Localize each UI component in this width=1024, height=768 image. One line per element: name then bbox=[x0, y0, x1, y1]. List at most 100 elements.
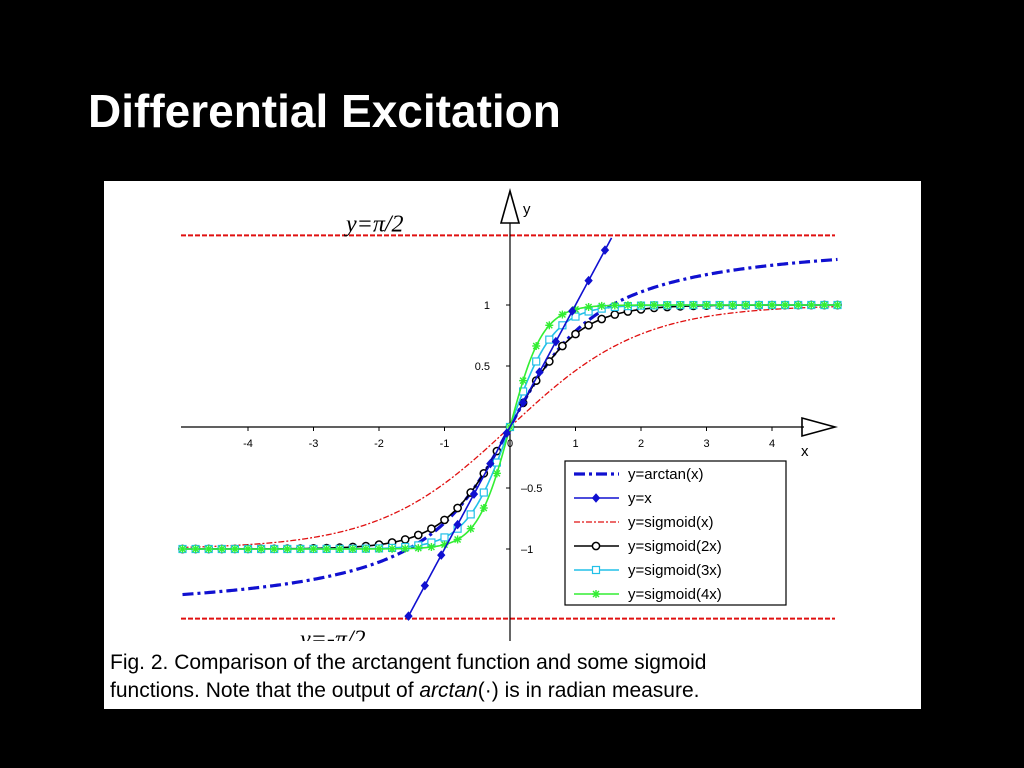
series-1-marker-9 bbox=[551, 336, 561, 347]
series-5-marker-1 bbox=[191, 545, 200, 553]
series-1-marker-12 bbox=[600, 245, 610, 255]
series-1 bbox=[404, 237, 613, 621]
series-5-marker-16 bbox=[388, 544, 397, 553]
legend-label-3: y=sigmoid(2x) bbox=[628, 538, 722, 555]
legend-label-0: y=arctan(x) bbox=[628, 466, 703, 483]
series-1-marker-8 bbox=[535, 367, 544, 377]
series-5-marker-0 bbox=[178, 545, 187, 553]
series-3-marker-30 bbox=[571, 329, 580, 339]
x-tick-label-1: -3 bbox=[309, 438, 319, 450]
legend-entry-3: y=sigmoid(2x) bbox=[574, 538, 722, 555]
x-tick-label-3: -1 bbox=[440, 438, 450, 450]
series-3-marker-21 bbox=[453, 503, 462, 513]
series-5-marker-46 bbox=[781, 301, 790, 310]
figure: y=π/2 y=-π/2 x y -4 -3 -2 -1 0 1 2 3 4 1 0.5 –0.5 –1 y=… bbox=[104, 181, 921, 709]
series-5-marker-47 bbox=[794, 301, 803, 309]
series-5-marker-3 bbox=[217, 545, 226, 553]
series-4-marker-22 bbox=[466, 510, 475, 519]
caption-arctan: arctan bbox=[419, 679, 478, 702]
legend-marker-5 bbox=[592, 590, 600, 598]
series-5-marker-2 bbox=[204, 545, 213, 553]
asymptote-upper-label: y=π/2 bbox=[344, 211, 404, 237]
series-5-marker-41 bbox=[715, 301, 724, 310]
series-5 bbox=[178, 301, 842, 553]
series-5-marker-40 bbox=[702, 301, 711, 310]
series-3-marker-17 bbox=[400, 535, 410, 544]
series-5-marker-33 bbox=[610, 301, 619, 310]
series-5-marker-4 bbox=[230, 545, 239, 553]
x-tick-label-2: -2 bbox=[374, 438, 384, 450]
series-5-marker-22 bbox=[466, 524, 475, 533]
series-5-marker-36 bbox=[650, 301, 659, 310]
series-3-marker-33 bbox=[610, 310, 620, 319]
legend-marker-4 bbox=[591, 565, 601, 575]
series-5-marker-24 bbox=[492, 469, 501, 478]
series-5-marker-9 bbox=[296, 544, 305, 553]
y-tick-label-3: –1 bbox=[521, 544, 533, 556]
series-layer bbox=[178, 237, 842, 621]
legend-entry-5: y=sigmoid(4x) bbox=[574, 586, 722, 603]
series-5-marker-45 bbox=[768, 301, 776, 310]
legend-entry-0: y=arctan(x) bbox=[574, 466, 703, 483]
series-5-marker-18 bbox=[414, 544, 423, 553]
x-tick-label-5: 1 bbox=[572, 438, 578, 450]
series-1-marker-3 bbox=[453, 519, 462, 530]
series-5-marker-38 bbox=[676, 301, 685, 310]
legend-box bbox=[564, 460, 787, 606]
series-5-marker-12 bbox=[335, 544, 344, 553]
y-axis-label: y bbox=[523, 201, 531, 218]
series-5-marker-37 bbox=[663, 301, 672, 310]
series-1-marker-10 bbox=[568, 306, 577, 316]
series-5-marker-8 bbox=[283, 544, 292, 553]
series-4-marker-20 bbox=[440, 533, 449, 542]
legend-label-1: y=x bbox=[628, 490, 652, 507]
series-3-marker-32 bbox=[597, 314, 607, 324]
series-1-marker-2 bbox=[437, 550, 446, 560]
y-tick-label-2: –0.5 bbox=[521, 483, 542, 495]
series-1-marker-1 bbox=[420, 580, 430, 591]
legend-marker-1 bbox=[591, 493, 601, 503]
x-tick-label-0: -4 bbox=[243, 438, 253, 450]
series-5-marker-23 bbox=[479, 504, 488, 513]
series-3-marker-18 bbox=[413, 530, 423, 540]
legend-label-2: y=sigmoid(x) bbox=[628, 514, 713, 531]
series-1-marker-11 bbox=[584, 275, 593, 286]
series-1-marker-7 bbox=[518, 397, 528, 408]
figure-caption: Fig. 2. Comparison of the arctangent fun… bbox=[110, 649, 906, 705]
series-5-marker-31 bbox=[584, 302, 593, 311]
series-5-marker-13 bbox=[348, 544, 357, 553]
series-5-marker-7 bbox=[270, 544, 279, 553]
y-tick-label-1: 0.5 bbox=[475, 361, 490, 373]
series-1-marker-5 bbox=[486, 458, 495, 469]
chart: y=π/2 y=-π/2 x y -4 -3 -2 -1 0 1 2 3 4 1 0.5 –0.5 –1 y=… bbox=[178, 188, 842, 641]
series-5-marker-48 bbox=[807, 301, 816, 309]
series-5-marker-43 bbox=[741, 301, 750, 310]
legend: y=arctan(x) y=x y=sigmoid(x) y=sigmoid(2x) y… bbox=[564, 460, 787, 606]
series-0 bbox=[182, 257, 838, 597]
series-5-marker-44 bbox=[754, 301, 763, 310]
series-3-marker-19 bbox=[427, 524, 436, 534]
y-axis-arrow bbox=[499, 188, 521, 224]
series-5-marker-42 bbox=[728, 301, 737, 310]
series-3-marker-31 bbox=[584, 320, 593, 330]
x-tick-label-8: 4 bbox=[769, 438, 775, 450]
series-5-marker-15 bbox=[375, 544, 383, 553]
series-5-marker-6 bbox=[257, 544, 266, 553]
x-tick-label-6: 2 bbox=[638, 438, 644, 450]
series-3-marker-29 bbox=[558, 341, 567, 351]
legend-label-5: y=sigmoid(4x) bbox=[628, 586, 722, 603]
legend-marker-3 bbox=[591, 541, 601, 551]
series-5-marker-26 bbox=[519, 376, 528, 385]
series-4-marker-23 bbox=[479, 488, 488, 497]
series-5-marker-27 bbox=[532, 341, 541, 350]
caption-line-2: functions. Note that the output of arcta… bbox=[110, 677, 906, 705]
asymptote-lower-label: y=-π/2 bbox=[298, 627, 366, 641]
series-5-marker-5 bbox=[244, 544, 252, 553]
series-5-marker-34 bbox=[623, 301, 632, 310]
series-5-marker-49 bbox=[820, 301, 829, 309]
series-1-marker-0 bbox=[404, 611, 413, 621]
caption-line-1: Fig. 2. Comparison of the arctangent fun… bbox=[110, 651, 707, 674]
series-3-marker-20 bbox=[440, 515, 449, 525]
x-axis-label: x bbox=[801, 443, 809, 460]
x-tick-label-4: 0 bbox=[507, 438, 513, 450]
